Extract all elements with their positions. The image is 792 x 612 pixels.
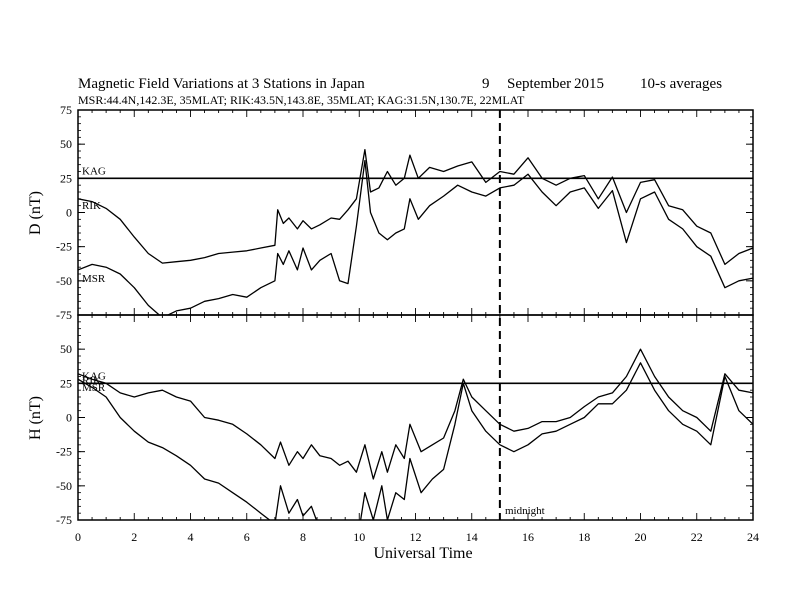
- x-tick-label: 6: [244, 530, 250, 544]
- x-tick-label: 20: [635, 530, 647, 544]
- h-y-tick-label: -25: [56, 445, 72, 459]
- x-tick-label: 10: [353, 530, 365, 544]
- h-label-kag: KAG: [82, 370, 106, 382]
- d-y-tick-label: 25: [60, 171, 72, 185]
- averaging-label: 10-s averages: [640, 76, 722, 92]
- h-label-msr: MSR: [82, 382, 106, 394]
- x-tick-label: 0: [75, 530, 81, 544]
- d-label-msr: MSR: [82, 273, 106, 285]
- d-y-tick-label: 75: [60, 103, 72, 117]
- h-y-tick-label: -75: [56, 513, 72, 527]
- x-tick-label: 18: [578, 530, 590, 544]
- d-axis-title: D (nT): [27, 191, 44, 235]
- x-tick-label: 4: [188, 530, 194, 544]
- station-info: MSR:44.4N,142.3E, 35MLAT; RIK:43.5N,143.…: [78, 93, 525, 107]
- d-label-kag: KAG: [82, 165, 106, 177]
- d-label-rik: RIK: [82, 200, 101, 212]
- h-y-tick-label: -50: [56, 479, 72, 493]
- midnight-label: midnight: [505, 505, 545, 517]
- h-label-rik: RIK: [82, 375, 101, 387]
- d-series-rik-line: [78, 148, 753, 266]
- h-series-group: [78, 348, 753, 520]
- d-y-tick-label: 0: [66, 206, 72, 220]
- x-axis-title: Universal Time: [373, 545, 472, 562]
- d-y-tick-label: -75: [56, 308, 72, 322]
- date-month: September: [507, 76, 571, 92]
- h-series-msr-line: [78, 362, 753, 520]
- d-y-tick-label: -50: [56, 274, 72, 288]
- d-y-tick-label: 50: [60, 137, 72, 151]
- h-panel-frame: [77, 314, 754, 521]
- date-year: 2015: [574, 76, 604, 92]
- d-y-tick-label: -25: [56, 240, 72, 254]
- x-tick-label: 8: [300, 530, 306, 544]
- d-series-msr-line: [78, 159, 753, 315]
- d-series-group: [78, 148, 753, 315]
- h-y-tick-label: 0: [66, 411, 72, 425]
- chart-title: Magnetic Field Variations at 3 Stations …: [78, 76, 365, 92]
- x-tick-label: 22: [691, 530, 703, 544]
- panels: 7550250-25-50-75KAGRIKMSR50250-25-50-75K…: [56, 103, 759, 544]
- h-y-tick-label: 50: [60, 342, 72, 356]
- x-tick-label: 16: [522, 530, 534, 544]
- x-tick-label: 24: [747, 530, 759, 544]
- x-tick-label: 14: [466, 530, 478, 544]
- h-series-rik-line: [78, 348, 753, 480]
- date-day: 9: [482, 76, 490, 92]
- h-axis-title: H (nT): [27, 396, 44, 440]
- x-tick-label: 2: [131, 530, 137, 544]
- h-y-tick-label: 25: [60, 376, 72, 390]
- x-tick-label: 12: [410, 530, 422, 544]
